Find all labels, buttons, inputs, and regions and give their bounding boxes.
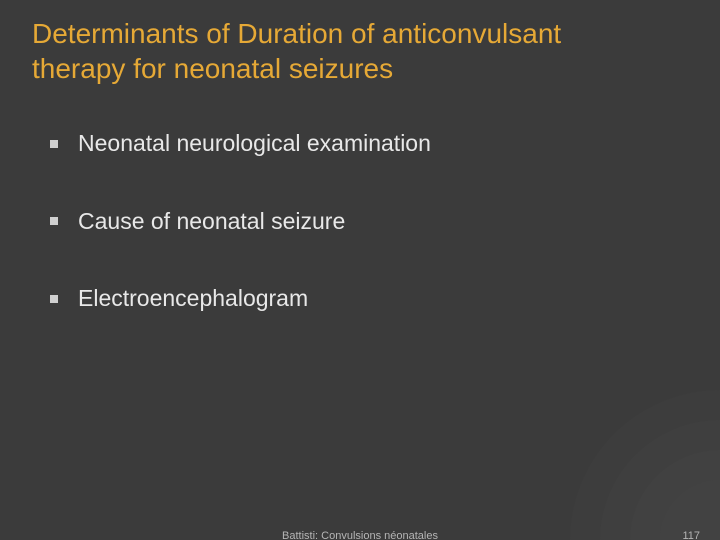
bullet-item: Electroencephalogram	[50, 285, 688, 313]
bullet-item: Cause of neonatal seizure	[50, 208, 688, 236]
slide: Determinants of Duration of anticonvulsa…	[0, 0, 720, 540]
corner-accent-icon	[570, 390, 720, 540]
footer-caption: Battisti: Convulsions néonatales	[282, 530, 438, 540]
bullet-item: Neonatal neurological examination	[50, 130, 688, 158]
bullet-list: Neonatal neurological examination Cause …	[32, 130, 688, 313]
page-number: 117	[682, 530, 700, 540]
slide-title: Determinants of Duration of anticonvulsa…	[32, 16, 592, 86]
